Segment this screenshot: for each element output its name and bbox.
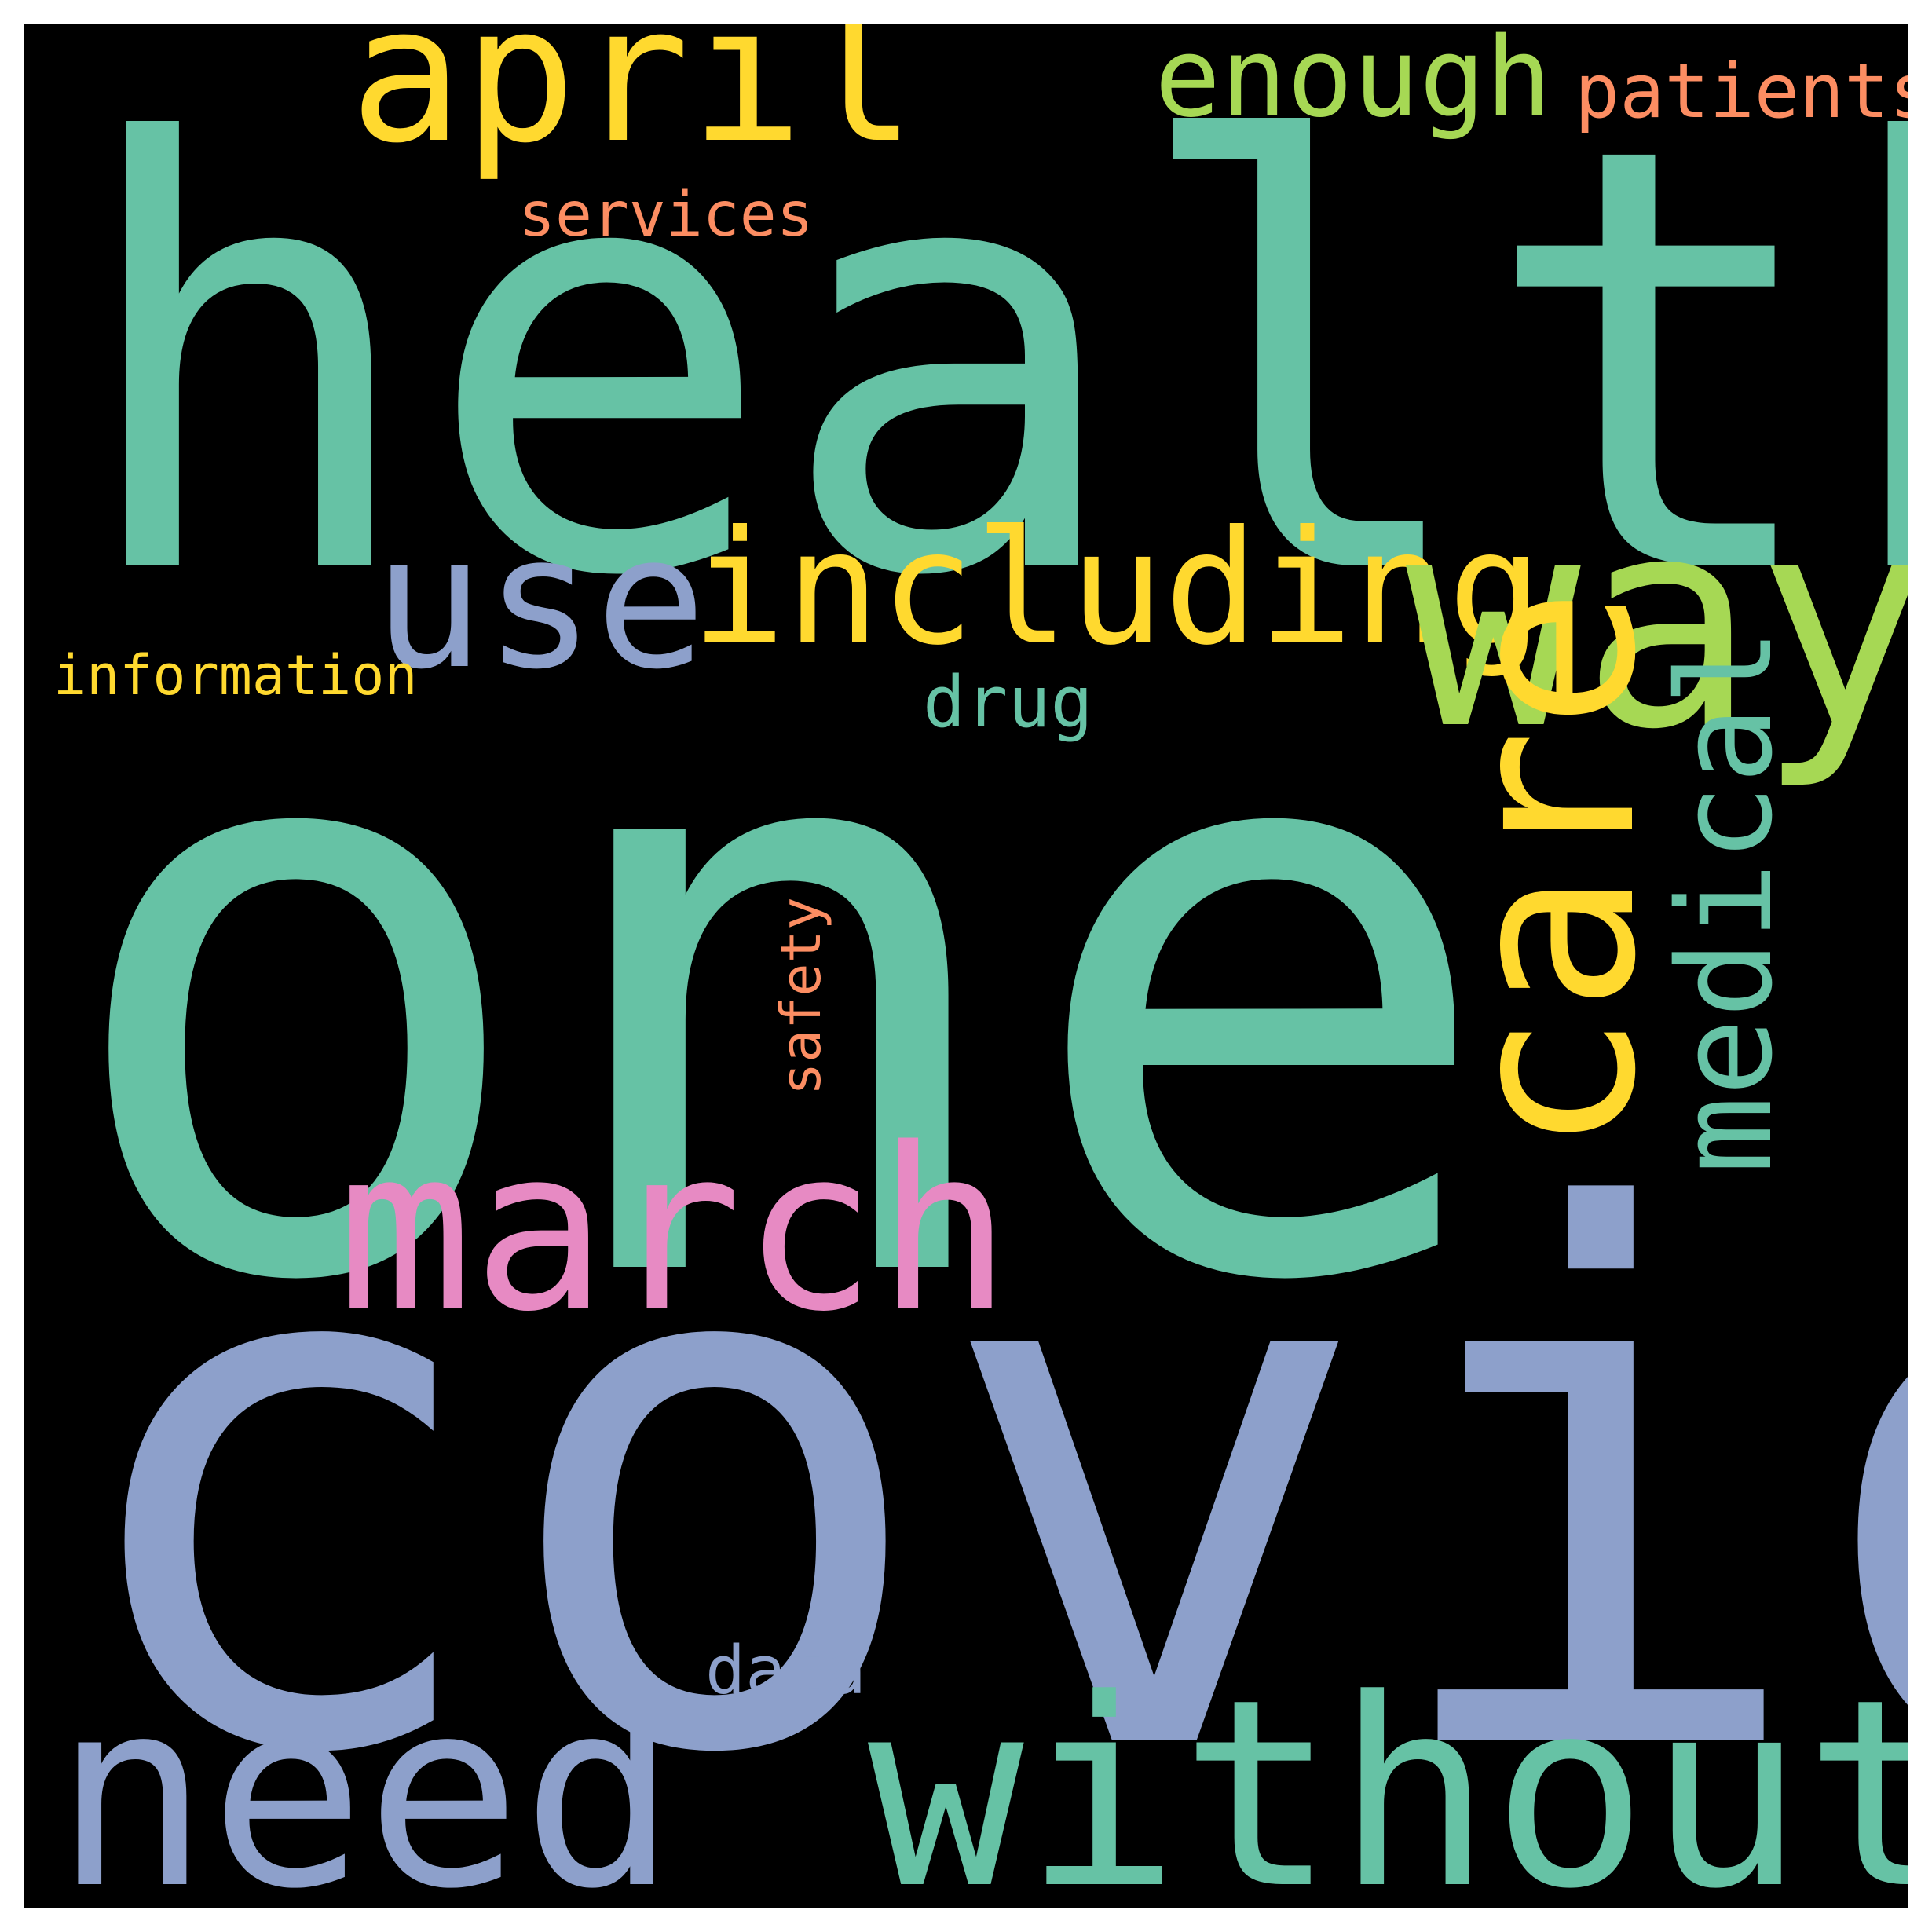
word-safety: safety	[769, 897, 833, 1096]
word-march: march	[338, 1100, 1012, 1361]
word-information: information	[53, 643, 418, 708]
word-services: services	[518, 180, 814, 251]
word-drug: drug	[923, 661, 1093, 744]
word-patients: patients	[1575, 49, 1908, 135]
word-medical: medical	[1650, 628, 1801, 1174]
word-data: data	[705, 1632, 866, 1710]
word-use: use	[373, 496, 707, 710]
word-way: way	[1406, 456, 1908, 793]
word-health: health	[71, 24, 1908, 704]
word-cloud: health one covid april enough patients s…	[24, 24, 1908, 1908]
word-april: april	[349, 24, 917, 185]
word-without: without	[868, 1644, 1908, 1908]
word-care: care	[1414, 587, 1688, 1154]
word-need: need	[53, 1644, 678, 1908]
word-including: including	[691, 497, 1542, 680]
word-one: one	[55, 523, 1502, 1456]
word-covid: covid	[55, 1063, 1908, 1908]
word-enough: enough	[1154, 24, 1552, 142]
